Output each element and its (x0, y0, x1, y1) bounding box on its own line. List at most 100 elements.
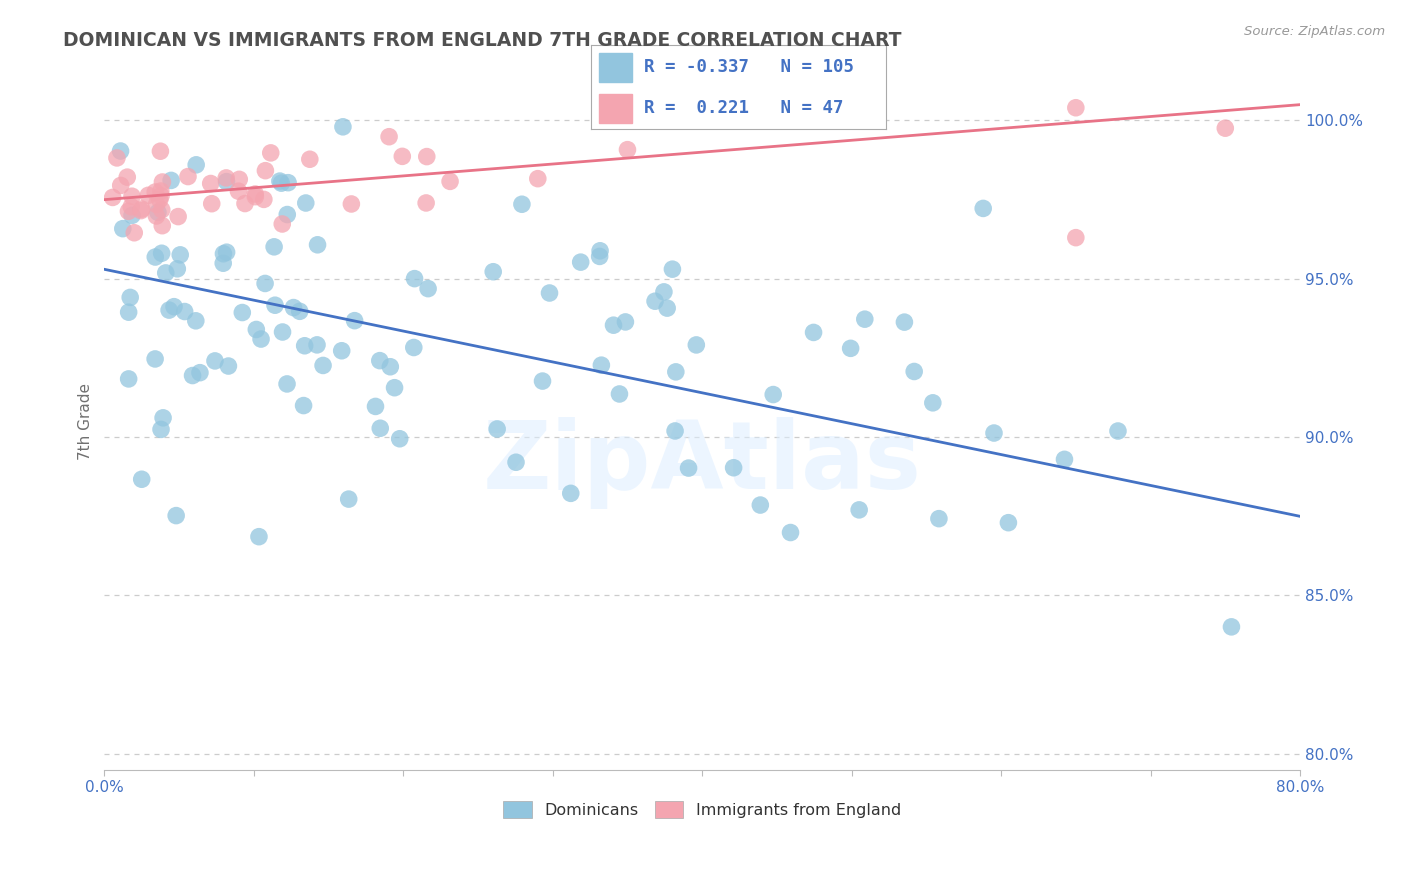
Point (254, 163, 277, 178)
Point (531, 374, 554, 388)
Text: ZipAtlas: ZipAtlas (482, 417, 922, 509)
Point (505, 455, 527, 469)
Point (602, 318, 624, 333)
Point (149, 184, 172, 198)
Point (1107, 424, 1129, 438)
Point (384, 381, 406, 395)
Point (294, 339, 316, 353)
Point (201, 196, 224, 211)
Point (416, 150, 439, 164)
Point (644, 294, 666, 309)
Point (538, 285, 561, 300)
Point (364, 400, 387, 414)
Point (368, 421, 391, 435)
Point (120, 290, 142, 304)
Point (332, 120, 354, 134)
Point (101, 190, 124, 204)
Point (204, 354, 226, 368)
Point (378, 129, 401, 144)
Point (276, 376, 298, 391)
Text: R = -0.337   N = 105: R = -0.337 N = 105 (644, 59, 853, 77)
Point (848, 503, 870, 517)
Point (270, 176, 292, 190)
Point (928, 511, 950, 525)
Point (217, 359, 239, 373)
Point (921, 396, 943, 410)
Point (150, 189, 173, 203)
Point (228, 172, 250, 186)
Point (1064, 101, 1087, 115)
Point (149, 145, 172, 159)
Point (527, 171, 550, 186)
Point (150, 202, 173, 217)
Point (343, 313, 366, 327)
Point (143, 185, 166, 199)
Point (337, 492, 360, 507)
Point (292, 399, 315, 413)
Point (215, 175, 238, 189)
Point (186, 158, 208, 172)
Point (294, 196, 316, 211)
Point (149, 193, 172, 207)
Point (510, 197, 533, 211)
Point (110, 144, 132, 158)
Point (415, 196, 437, 211)
Point (150, 246, 173, 260)
Point (263, 240, 285, 254)
Point (893, 315, 915, 329)
Point (166, 261, 188, 276)
Point (1213, 121, 1236, 136)
Point (110, 178, 132, 193)
Point (212, 246, 235, 260)
Point (269, 174, 291, 188)
Point (122, 226, 145, 240)
Point (250, 332, 273, 346)
Point (678, 461, 700, 475)
Point (231, 305, 253, 319)
Point (997, 516, 1019, 530)
Point (665, 365, 688, 379)
Text: DOMINICAN VS IMMIGRANTS FROM ENGLAND 7TH GRADE CORRELATION CHART: DOMINICAN VS IMMIGRANTS FROM ENGLAND 7TH… (63, 31, 901, 50)
Point (803, 326, 825, 340)
Point (839, 342, 862, 356)
Point (169, 248, 191, 262)
Point (233, 196, 256, 211)
Text: Source: ZipAtlas.com: Source: ZipAtlas.com (1244, 25, 1385, 38)
Point (652, 285, 675, 299)
Point (276, 208, 298, 222)
Point (143, 351, 166, 366)
Point (340, 197, 363, 211)
Point (368, 353, 391, 368)
Point (1064, 230, 1087, 244)
Point (152, 175, 174, 189)
Point (111, 221, 134, 235)
Point (145, 197, 167, 211)
Point (404, 271, 426, 285)
Point (181, 368, 204, 383)
Point (167, 210, 190, 224)
Point (853, 312, 876, 326)
Point (245, 187, 267, 202)
Point (762, 387, 785, 401)
Point (146, 205, 169, 219)
Point (247, 530, 270, 544)
Point (143, 250, 166, 264)
Point (312, 359, 335, 373)
Point (145, 209, 167, 223)
Point (416, 282, 439, 296)
Point (184, 314, 207, 328)
Point (588, 249, 610, 263)
Point (1053, 452, 1076, 467)
Point (254, 277, 277, 291)
Point (391, 149, 413, 163)
Point (131, 472, 153, 486)
Point (121, 208, 143, 222)
Point (118, 305, 141, 319)
Point (200, 177, 222, 191)
Point (661, 262, 683, 277)
Point (560, 486, 582, 500)
Point (152, 410, 174, 425)
Point (131, 202, 153, 216)
Point (380, 359, 402, 374)
Point (723, 460, 745, 475)
